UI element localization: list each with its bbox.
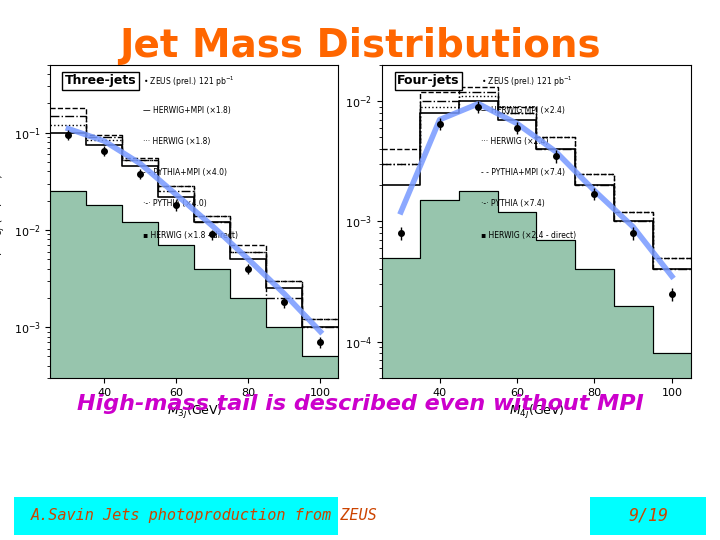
Text: A.Savin Jets photoproduction from ZEUS: A.Savin Jets photoproduction from ZEUS <box>30 508 377 523</box>
X-axis label: $M_{3j}$(GeV): $M_{3j}$(GeV) <box>166 403 222 421</box>
Text: - - PYTHIA+MPI (×4.0): - - PYTHIA+MPI (×4.0) <box>143 168 227 177</box>
Text: — HERWIG+MPI (×1.8): — HERWIG+MPI (×1.8) <box>143 105 230 114</box>
Text: ··· HERWIG (×2.4): ··· HERWIG (×2.4) <box>481 137 548 146</box>
X-axis label: $M_{4j}$(GeV): $M_{4j}$(GeV) <box>508 403 564 421</box>
Text: • ZEUS (prel.) 121 pb$^{-1}$: • ZEUS (prel.) 121 pb$^{-1}$ <box>481 74 572 89</box>
Text: High-mass tail is described even without MPI: High-mass tail is described even without… <box>76 394 644 414</box>
Text: ··· HERWIG (×1.8): ··· HERWIG (×1.8) <box>143 137 210 146</box>
Text: ▪ HERWIG (×2.4 - direct): ▪ HERWIG (×2.4 - direct) <box>481 231 576 240</box>
Text: — HERWIG MPI (×2.4): — HERWIG MPI (×2.4) <box>481 105 564 114</box>
Text: Four-jets: Four-jets <box>397 74 459 87</box>
Text: ·-· PYTHIA (×7.4): ·-· PYTHIA (×7.4) <box>481 199 544 208</box>
Text: - - PYTHIA+MPI (×7.4): - - PYTHIA+MPI (×7.4) <box>481 168 564 177</box>
Text: 9/19: 9/19 <box>628 507 668 525</box>
Text: Jet Mass Distributions: Jet Mass Distributions <box>120 27 600 65</box>
Text: • ZEUS (prel.) 121 pb$^{-1}$: • ZEUS (prel.) 121 pb$^{-1}$ <box>143 74 234 89</box>
Text: ·-· PYTHIA (×4.0): ·-· PYTHIA (×4.0) <box>143 199 207 208</box>
Text: ▪ HERWIG (×1.8 - direct): ▪ HERWIG (×1.8 - direct) <box>143 231 238 240</box>
Text: Three-jets: Three-jets <box>65 74 136 87</box>
Y-axis label: d$\sigma$/d$M_{3j}$ (nb/GeV): d$\sigma$/d$M_{3j}$ (nb/GeV) <box>0 173 8 269</box>
